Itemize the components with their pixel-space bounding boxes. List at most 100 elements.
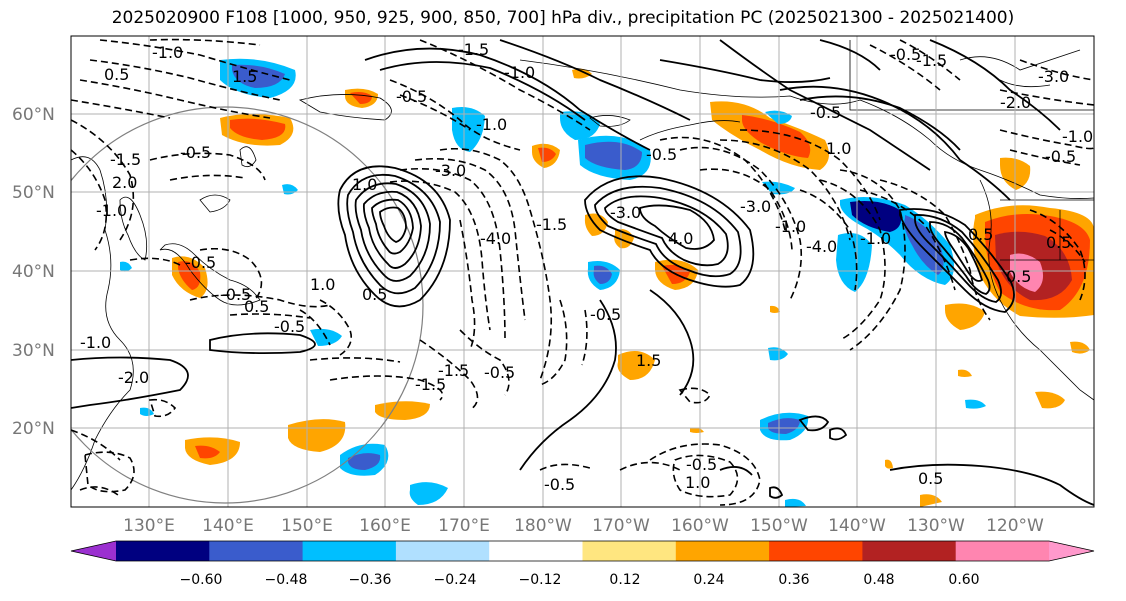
contour-label: 0.5 [918,469,943,488]
contour-label: -2.0 [1000,93,1031,112]
contour-label: -1.0 [152,43,183,62]
contour-label: -0.5 [646,145,677,164]
lon-label: 170°W [592,516,650,536]
lon-label: 150°W [750,516,808,536]
lon-label: 120°W [986,516,1044,536]
contour-label: 2.0 [112,173,137,192]
contour-label: -1.0 [504,63,535,82]
colorbar-ticks: −0.60 −0.48 −0.36 −0.24 −0.12 0.12 0.24 … [180,572,980,588]
map-area: -1.0 0.5 1.5 -0.5 -1.5 2.0 -3.0 -2.0 -1.… [71,36,1094,507]
contour-label: -0.5 [220,285,251,304]
colorbar-segment [302,541,397,561]
contour-label: -1.5 [415,375,446,394]
colorbar-segments [71,541,1094,561]
region-circle [71,106,424,504]
colorbar-tick: −0.12 [519,572,562,588]
colorbar-tick: 0.12 [609,572,640,588]
colorbar-segment [209,541,304,561]
lon-label: 160°E [359,516,411,536]
lon-label: 140°W [828,516,886,536]
colorbar-extend-min [71,541,116,561]
colorbar-segment [395,541,490,561]
colorbar-tick: −0.24 [434,572,477,588]
contour-label: -1.0 [476,115,507,134]
contour-label: -1.0 [860,229,891,248]
colorbar-segment [489,541,583,561]
contour-label: -0.5 [544,475,575,494]
colorbar-outline [70,540,1095,562]
longitude-labels: 130°E 140°E 150°E 160°E 170°E 180°W 170°… [123,516,1044,536]
contour-label: -3.0 [740,197,771,216]
colorbar-segment [769,541,863,561]
contour-label: 0.5 [362,285,387,304]
contour-label: 1.0 [826,139,851,158]
lon-label: 170°E [438,516,490,536]
contour-label: -1.0 [775,217,806,236]
contour-label: -1.0 [80,333,111,352]
contour-label: -1.5 [438,361,469,380]
colorbar-segment [582,541,677,561]
lon-label: 140°E [202,516,254,536]
contour-label: -0.5 [180,143,211,162]
colorbar-tick: 0.24 [693,572,724,588]
contour-label: 1.0 [685,473,710,492]
lon-label: 180°W [514,516,572,536]
lat-label: 40°N [12,262,55,282]
colorbar-tick: 0.36 [778,572,809,588]
latitude-labels: 60°N 50°N 40°N 30°N 20°N [12,105,55,439]
contour-label: -0.5 [274,317,305,336]
contour-label: -2.0 [118,368,149,387]
contour-label: -0.5 [686,455,717,474]
contour-labels: -1.0 0.5 1.5 -0.5 -1.5 2.0 -3.0 -2.0 -1.… [80,40,1093,494]
contour-label: 0.5 [104,65,129,84]
contour-label: -1.5 [916,51,947,70]
contour-label: -1.0 [96,201,127,220]
colorbar-segment [955,541,1050,561]
colorbar-extend-max [1049,541,1094,561]
lon-label: 150°E [281,516,333,536]
contour-label: -4.0 [806,237,837,256]
contour-label: 4.0 [668,229,693,248]
map-title: 2025020900 F108 [1000, 950, 925, 900, 85… [111,8,1015,28]
colorbar-tick: 0.48 [863,572,894,588]
lat-label: 30°N [12,341,55,361]
colorbar-segment [862,541,957,561]
contour-label: 0.5 [1046,233,1071,252]
contour-label: -3.0 [610,203,641,222]
positive-contours [71,39,1094,506]
contour-label: 0.5 [968,225,993,244]
map-frame [70,35,1095,508]
lat-label: 50°N [12,183,55,203]
colorbar-segment [675,541,770,561]
contour-label: -4.0 [480,229,511,248]
contour-label: -0.5 [590,305,621,324]
contour-label: -0.5 [890,45,921,64]
contour-label: -3.0 [435,161,466,180]
colorbar-tick: −0.60 [180,572,223,588]
contour-label: 1.0 [352,175,377,194]
contour-label: -1.5 [458,40,489,59]
lat-label: 60°N [12,105,55,125]
gridlines [71,36,1094,507]
contour-label: 0.5 [244,297,269,316]
contour-label: -0.5 [185,253,216,272]
contour-label: -0.5 [396,87,427,106]
contour-label: -0.5 [484,363,515,382]
coastlines [71,40,1094,491]
lon-label: 130°E [123,516,175,536]
lon-label: 160°W [671,516,729,536]
contour-label: -1.5 [536,215,567,234]
colorbar: −0.60 −0.48 −0.36 −0.24 −0.12 0.12 0.24 … [70,540,1095,588]
colorbar-tick: −0.48 [265,572,308,588]
colorbar-tick: 0.60 [948,572,979,588]
contour-label: -0.5 [810,103,841,122]
colorbar-tick: −0.36 [349,572,392,588]
contour-label: -0.5 [1045,147,1076,166]
contour-label: 1.5 [636,351,661,370]
contour-label: 1.0 [310,275,335,294]
contour-label: 0.5 [1006,267,1031,286]
contour-label: -1.0 [1062,127,1093,146]
lat-label: 20°N [12,419,55,439]
contour-label: -1.5 [110,150,141,169]
